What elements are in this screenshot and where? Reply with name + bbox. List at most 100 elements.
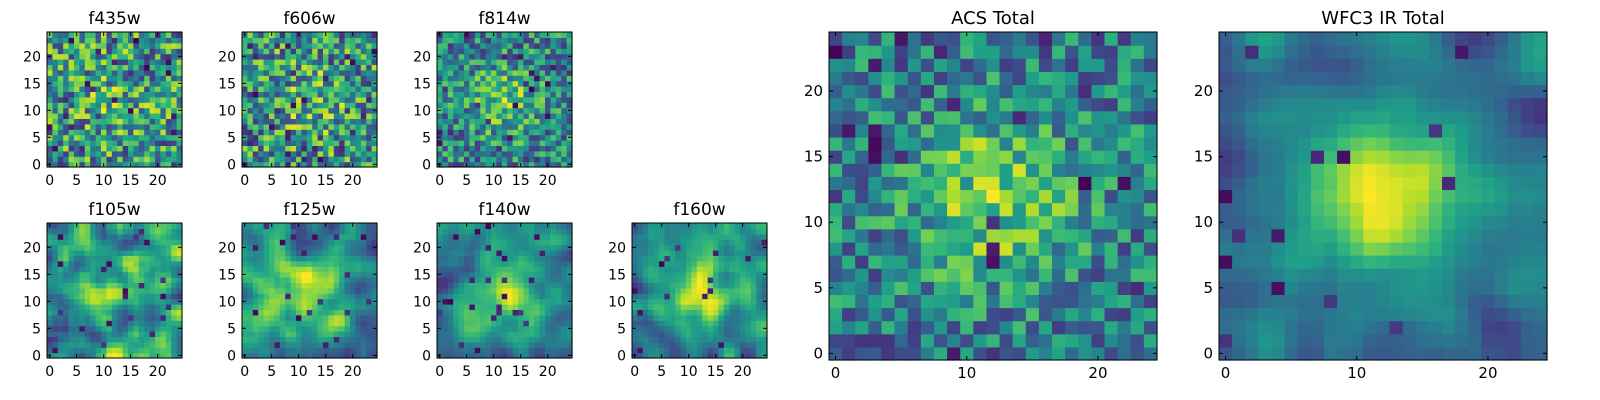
heatmap-cell [696,282,703,289]
heatmap-cell [317,107,324,114]
heatmap-cell [279,118,286,125]
heatmap-cell [496,96,503,103]
heatmap-cell [176,239,183,246]
heatmap-cell [523,69,530,76]
heatmap-cell [165,59,172,65]
heatmap-cell [528,64,535,71]
heatmap-cell [339,341,346,348]
heatmap-cell [491,75,497,82]
heatmap-cell [512,123,519,130]
heatmap-cell [133,96,140,103]
heatmap-cell [491,239,497,246]
heatmap-cell [518,331,524,337]
heatmap-cell [1012,215,1027,230]
heatmap-cell [702,282,709,289]
heatmap-cell [111,331,118,337]
heatmap-cell [999,346,1014,361]
heatmap-cell [328,129,335,136]
heatmap-cell [301,32,308,38]
heatmap-cell [274,37,281,44]
heatmap-cell [79,244,86,251]
heatmap-cell [664,347,671,354]
heatmap-cell [523,347,530,354]
heatmap-cell [920,255,935,269]
heatmap-cell [171,80,178,87]
heatmap-cell [1038,150,1053,164]
heatmap-cell [296,42,302,49]
heatmap-cell [566,277,573,283]
heatmap-cell [659,298,665,305]
heatmap-cell [165,239,172,246]
heatmap-cell [144,37,151,44]
heatmap-cell [68,140,75,146]
heatmap-cell [128,287,134,294]
heatmap-cell [252,320,259,327]
heatmap-cell [734,223,741,229]
heatmap-cell [371,331,378,337]
heatmap-cell [642,282,649,289]
heatmap-cell [545,250,551,256]
heatmap-cell [144,129,151,136]
heatmap-cell [829,268,843,282]
heatmap-cell [507,271,514,278]
heatmap-cell [57,64,64,71]
heatmap-cell [366,271,373,278]
heatmap-cell [355,86,362,92]
heatmap-cell [90,336,97,343]
heatmap-cell [323,282,329,289]
heatmap-cell [317,304,324,310]
heatmap-cell [453,277,460,283]
heatmap-cell [973,307,988,322]
heatmap-cell [713,298,719,305]
heatmap-cell [149,352,156,359]
heatmap-cell [344,80,351,87]
heatmap-cell [312,59,319,65]
heatmap-cell [165,134,172,141]
heatmap-cell [106,250,113,256]
heatmap-cell [507,69,514,76]
heatmap-cell [507,91,514,98]
heatmap-cell [534,156,541,163]
heatmap-cell [312,129,319,136]
heatmap-cell [947,320,961,335]
heatmap-cell [691,325,698,332]
heatmap-cell [355,250,362,256]
heatmap-cell [296,271,302,278]
heatmap-cell [829,320,843,335]
heatmap-cell [550,37,557,44]
x-tick-label: 0 [240,173,249,189]
heatmap-cell [171,239,178,246]
heatmap-cell [702,347,709,354]
heatmap-cell [63,341,70,348]
heatmap-cell [696,347,703,354]
heatmap-cell [339,59,346,65]
heatmap-cell [252,304,259,310]
heatmap-cell [79,91,86,98]
heatmap-cell [165,244,172,251]
heatmap-cell [442,331,449,337]
heatmap-cell [333,260,340,267]
heatmap-cell [528,336,535,343]
heatmap-cell [252,75,259,82]
heatmap-cell [258,271,265,278]
heatmap-cell [344,86,351,92]
heatmap-cell [973,294,988,309]
heatmap-cell [469,320,476,327]
heatmap-cell [491,320,497,327]
heatmap-cell [117,255,124,262]
heatmap-cell [258,64,265,71]
heatmap-cell [566,260,573,267]
heatmap-cell [491,64,497,71]
heatmap-cell [734,304,741,310]
heatmap-cell [718,347,725,354]
heatmap-cell [149,129,156,136]
heatmap-cell [986,150,1001,164]
heatmap-cell [296,113,302,119]
heatmap-cell [973,189,988,204]
heatmap-cell [1078,163,1092,177]
heatmap-cell [84,37,91,44]
heatmap-cell [339,150,346,157]
heatmap-cell [344,260,351,267]
heatmap-cell [868,150,883,164]
heatmap-cell [290,102,297,109]
